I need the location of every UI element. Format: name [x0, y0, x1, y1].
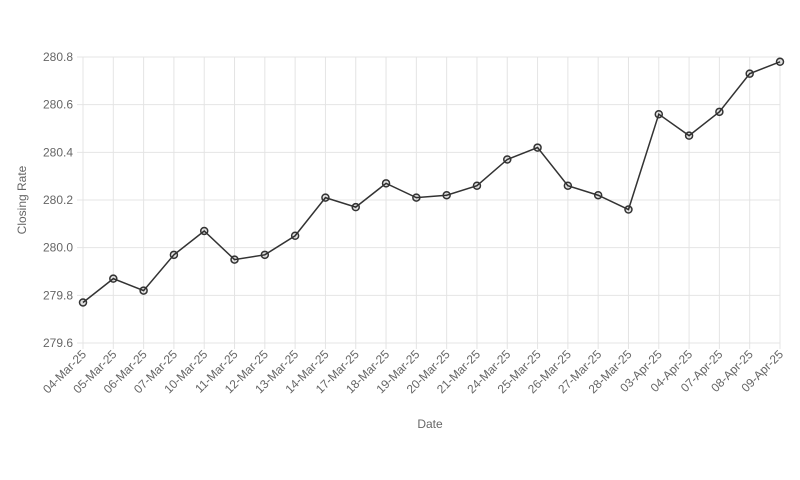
point: [442, 190, 451, 200]
y-tick-label: 279.6: [43, 336, 73, 350]
point: [624, 205, 633, 214]
point: [78, 298, 88, 307]
point: [533, 143, 542, 152]
y-tick-label: 280.0: [43, 241, 73, 255]
point: [684, 131, 694, 140]
point: [290, 231, 300, 240]
point: [109, 274, 118, 283]
x-axis-title: Date: [417, 417, 443, 431]
point: [169, 250, 179, 260]
point: [775, 57, 785, 67]
line: [82, 61, 781, 304]
point: [412, 193, 421, 202]
point: [260, 250, 270, 260]
point: [381, 179, 391, 188]
point: [503, 155, 512, 164]
point: [715, 107, 724, 117]
point: [139, 286, 148, 295]
y-tick-label: 280.4: [43, 145, 73, 159]
point: [321, 193, 330, 202]
point: [563, 181, 573, 190]
y-tick-label: 280.6: [43, 98, 73, 112]
point: [351, 202, 360, 212]
point: [230, 255, 239, 264]
point: [199, 226, 209, 236]
y-tick-label: 280.8: [43, 50, 73, 64]
y-tick-label: 279.8: [43, 288, 73, 302]
point: [745, 69, 754, 78]
point: [593, 190, 603, 200]
y-tick-label: 280.2: [43, 193, 73, 207]
point: [472, 181, 482, 190]
point: [654, 109, 664, 119]
y-axis-title: Closing Rate: [15, 165, 29, 234]
